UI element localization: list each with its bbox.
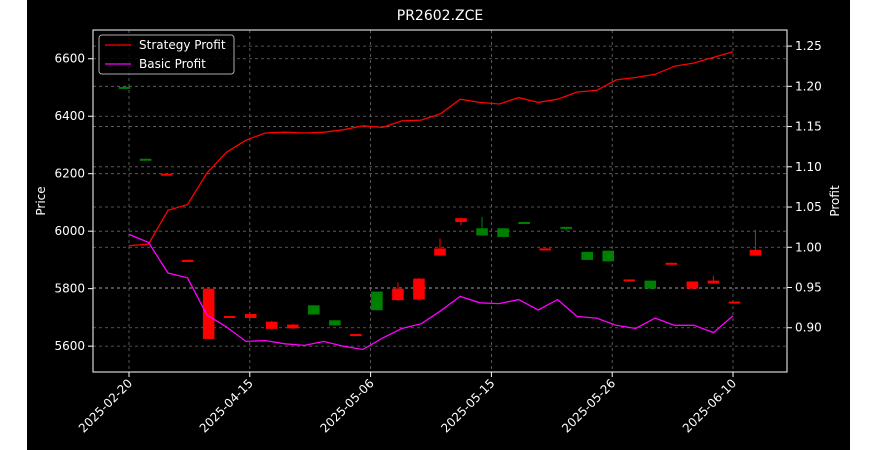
y-tick-right-label: 1.10 [795, 160, 822, 174]
y-axis-left-label: Price [34, 186, 48, 215]
y-tick-left-label: 6000 [54, 224, 85, 238]
candle-body [434, 248, 446, 256]
candle-body [476, 228, 488, 236]
candle-body [581, 251, 593, 260]
candle-body [392, 288, 404, 301]
candle-body [707, 280, 720, 284]
y-axis-right: 0.90 0.95 1.00 1.05 1.10 1.15 1.20 1.25 [787, 39, 822, 335]
x-tick-label: 2025-04-15 [197, 376, 256, 435]
grid-lines [93, 30, 787, 372]
y-tick-left-label: 5600 [54, 339, 85, 353]
candle-body [455, 218, 467, 222]
candle-body [223, 315, 236, 318]
profit-lines [128, 51, 734, 351]
y-tick-left-label: 6600 [54, 52, 85, 66]
legend-label: Basic Profit [139, 57, 206, 71]
candle-body [728, 301, 741, 304]
candle-body [497, 228, 509, 237]
y-tick-right-label: 1.20 [795, 79, 822, 93]
candle-body [350, 334, 362, 337]
y-tick-right-label: 1.00 [795, 240, 822, 254]
candle-body [665, 262, 678, 265]
y-tick-right-label: 0.95 [795, 281, 822, 295]
candle-body [202, 288, 215, 339]
candle-body [287, 324, 299, 329]
candle-body [139, 158, 152, 161]
x-tick-label: 2025-05-15 [438, 376, 497, 435]
series-line [128, 51, 734, 247]
y-tick-right-label: 0.90 [795, 321, 822, 335]
candle-body [560, 226, 572, 229]
candle-body [749, 249, 762, 256]
candle-body [181, 259, 194, 262]
x-tick-label: 2025-05-26 [559, 376, 618, 435]
y-tick-left-label: 6200 [54, 167, 85, 181]
candle-body [160, 173, 173, 176]
x-tick-label: 2025-05-06 [318, 376, 377, 435]
y-axis-right-label: Profit [828, 185, 842, 217]
candle-body [329, 320, 341, 326]
candle-body [371, 291, 383, 311]
legend-label: Strategy Profit [139, 38, 226, 52]
legend: Strategy Profit Basic Profit [98, 34, 235, 75]
candle-body [118, 86, 131, 89]
candle-body [413, 278, 425, 300]
candle-body [644, 280, 657, 289]
legend-box [98, 34, 235, 75]
chart-title: PR2602.ZCE [397, 8, 483, 24]
y-tick-right-label: 1.25 [795, 39, 822, 53]
y-axis-left: 5600 5800 6000 6200 6400 6600 [54, 52, 93, 353]
x-tick-label: 2025-02-20 [76, 376, 135, 435]
candle-body [602, 250, 615, 262]
series-line [128, 233, 734, 351]
candle-body [623, 279, 636, 282]
candle-body [265, 321, 278, 329]
x-tick-label: 2025-06-10 [680, 376, 739, 435]
candle-body [308, 305, 320, 315]
candlesticks [118, 86, 762, 339]
candle-body [539, 248, 551, 251]
figure-background: PR2602.ZCE 5600 5800 6000 6200 6400 6600 0.90… [27, 0, 850, 450]
x-axis: 2025-02-20 2025-04-15 2025-05-06 2025-05-15… [76, 372, 739, 435]
y-tick-left-label: 6400 [54, 109, 85, 123]
candle-body [686, 281, 699, 289]
y-tick-right-label: 1.05 [795, 200, 822, 214]
candle-body [518, 221, 530, 224]
candle-body [244, 313, 257, 318]
y-tick-left-label: 5800 [54, 282, 85, 296]
price-profit-chart: PR2602.ZCE 5600 5800 6000 6200 6400 6600 0.90… [34, 8, 842, 435]
y-tick-right-label: 1.15 [795, 120, 822, 134]
plot-frame [92, 29, 788, 373]
